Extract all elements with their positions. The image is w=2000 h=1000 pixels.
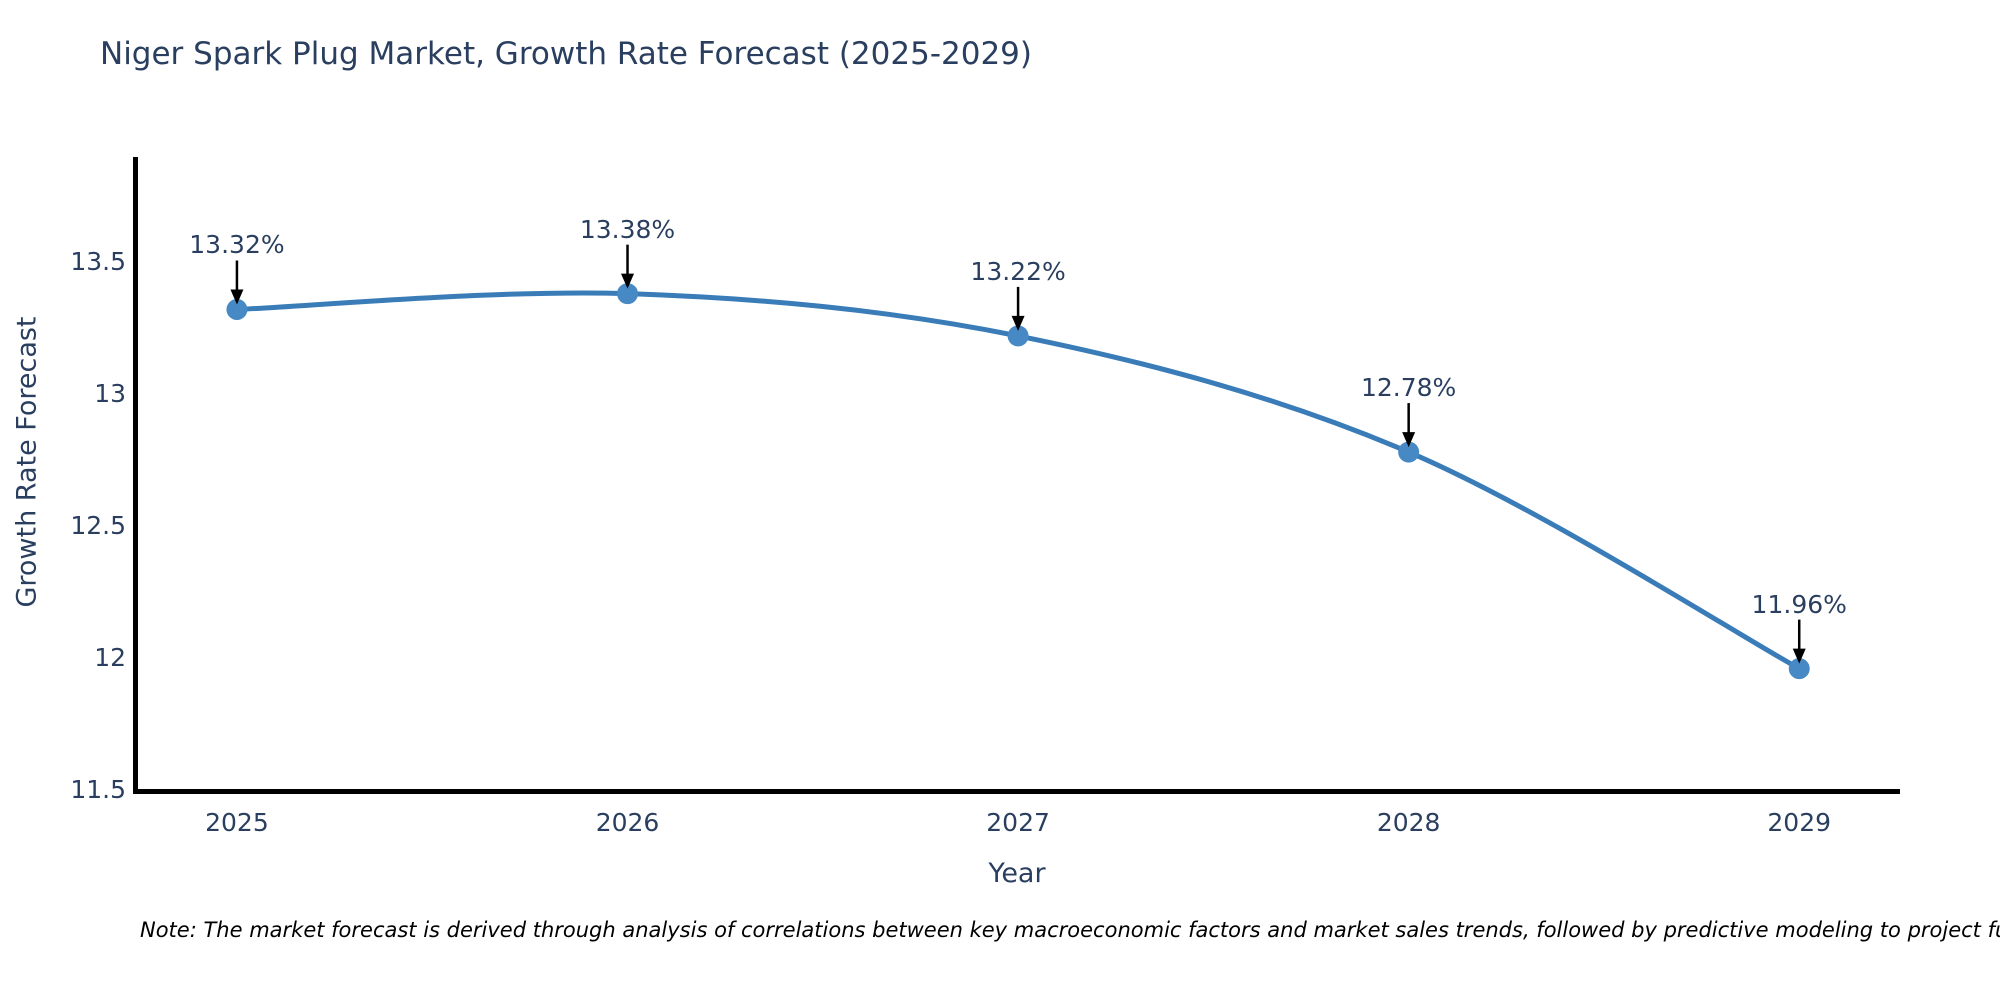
annotation-arrowhead bbox=[1402, 432, 1416, 448]
annotation-arrowhead bbox=[230, 289, 244, 305]
point-annotation: 13.38% bbox=[579, 214, 676, 244]
data-point-marker bbox=[617, 283, 639, 305]
data-point-marker bbox=[226, 298, 248, 320]
annotation-arrowhead bbox=[1011, 315, 1025, 331]
footnote: Note: The market forecast is derived thr… bbox=[140, 918, 2000, 942]
y-tick-label: 12.5 bbox=[70, 511, 126, 541]
x-tick-label: 2029 bbox=[1767, 808, 1832, 837]
point-annotation: 13.32% bbox=[189, 230, 285, 260]
point-annotation: 11.96% bbox=[1751, 589, 1847, 619]
y-tick-label: 13.5 bbox=[70, 246, 126, 276]
x-tick-label: 2027 bbox=[986, 808, 1050, 837]
point-annotation: 12.78% bbox=[1360, 373, 1457, 403]
x-axis-title: Year bbox=[988, 858, 1046, 889]
data-point-marker bbox=[1788, 658, 1810, 680]
annotation-arrowhead bbox=[621, 273, 635, 289]
chart-title: Niger Spark Plug Market, Growth Rate For… bbox=[100, 36, 1032, 72]
y-tick-label: 13 bbox=[94, 378, 126, 408]
y-tick-label: 11.5 bbox=[70, 775, 126, 805]
y-tick-label: 12 bbox=[94, 643, 126, 673]
point-annotation: 13.22% bbox=[970, 256, 1066, 286]
data-point-marker bbox=[1007, 325, 1029, 347]
x-tick-label: 2026 bbox=[595, 808, 660, 837]
x-tick-label: 2028 bbox=[1376, 808, 1441, 837]
line-series bbox=[234, 290, 1802, 672]
annotation-arrowhead bbox=[1792, 648, 1806, 664]
data-point-marker bbox=[1398, 441, 1420, 463]
x-tick-label: 2025 bbox=[205, 808, 269, 837]
